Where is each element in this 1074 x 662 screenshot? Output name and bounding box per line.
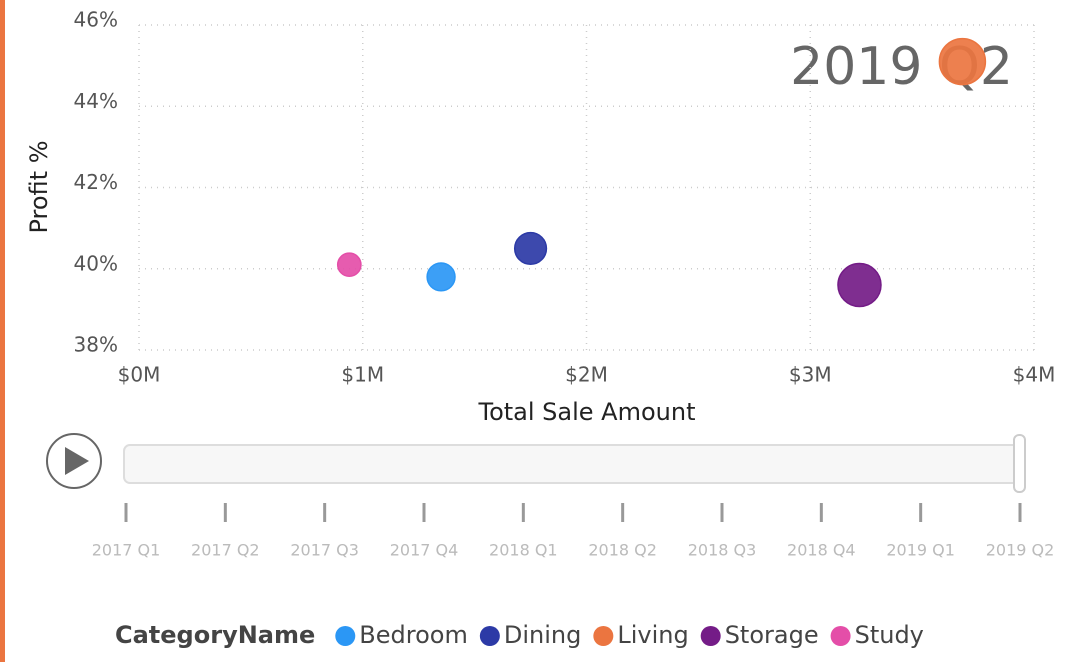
- y-axis-title: Profit %: [25, 140, 53, 233]
- legend-label[interactable]: Study: [855, 621, 924, 649]
- y-tick-label: 44%: [74, 89, 118, 113]
- legend-marker: [479, 626, 500, 646]
- play-label[interactable]: 2018 Q2: [588, 541, 657, 560]
- legend-marker: [335, 626, 356, 646]
- legend-marker: [830, 626, 851, 646]
- x-axis-title: Total Sale Amount: [478, 398, 696, 426]
- bubble: [837, 262, 882, 308]
- play-handle[interactable]: [1013, 434, 1026, 493]
- play-label[interactable]: 2017 Q3: [290, 541, 359, 560]
- play-label[interactable]: 2018 Q4: [787, 541, 856, 560]
- accent-bar: [0, 0, 5, 662]
- legend-title: CategoryName: [115, 621, 315, 649]
- play-label[interactable]: 2017 Q4: [390, 541, 459, 560]
- y-tick-label: 38%: [74, 333, 118, 357]
- x-tick-label: $3M: [789, 363, 832, 387]
- play-label[interactable]: 2019 Q1: [886, 541, 955, 560]
- bubble: [513, 231, 548, 266]
- y-tick-label: 42%: [74, 170, 118, 194]
- play-label[interactable]: 2018 Q1: [489, 541, 558, 560]
- x-tick-label: $4M: [1013, 363, 1056, 387]
- play-label[interactable]: 2017 Q1: [92, 541, 161, 560]
- legend-marker: [593, 626, 614, 646]
- bubble: [426, 262, 456, 292]
- legend-label[interactable]: Living: [617, 621, 688, 649]
- legend-marker: [700, 626, 721, 646]
- y-tick-label: 46%: [74, 8, 118, 32]
- play-track[interactable]: [123, 444, 1023, 484]
- legend-label[interactable]: Storage: [725, 621, 819, 649]
- bubble: [938, 37, 987, 86]
- play-label[interactable]: 2019 Q2: [986, 541, 1055, 560]
- y-tick-label: 40%: [74, 251, 118, 275]
- legend-label[interactable]: Dining: [504, 621, 581, 649]
- x-tick-label: $2M: [565, 363, 608, 387]
- play-label[interactable]: 2017 Q2: [191, 541, 260, 560]
- bubble: [336, 252, 362, 278]
- x-tick-label: $0M: [118, 363, 161, 387]
- play-button[interactable]: [46, 433, 102, 489]
- play-label[interactable]: 2018 Q3: [688, 541, 757, 560]
- x-tick-label: $1M: [341, 363, 384, 387]
- legend-label[interactable]: Bedroom: [359, 621, 468, 649]
